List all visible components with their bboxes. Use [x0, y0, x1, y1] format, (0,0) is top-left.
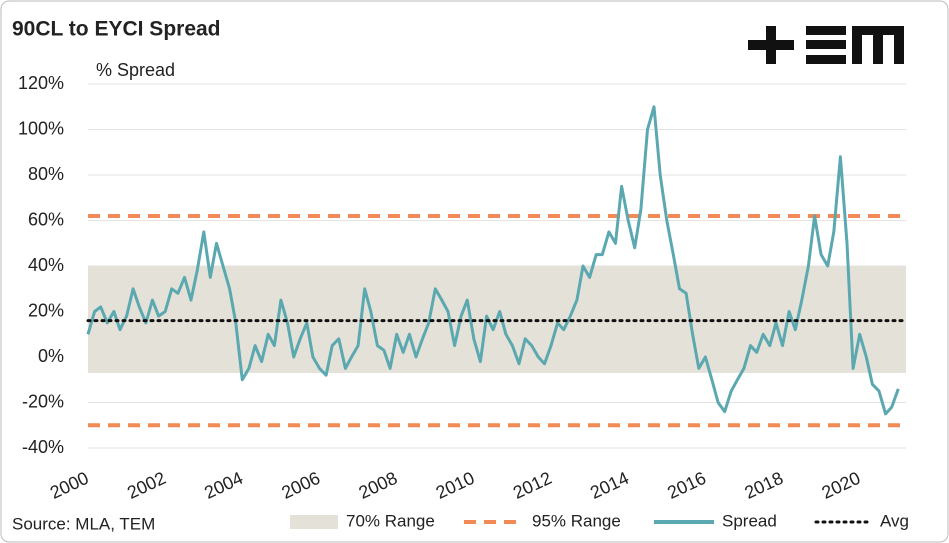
legend-label: 70% Range [346, 511, 435, 530]
y-axis-label: % Spread [96, 60, 175, 80]
y-tick-label: 80% [28, 164, 64, 184]
legend-label: 95% Range [532, 511, 621, 530]
y-tick-label: -40% [22, 437, 64, 457]
legend-swatch [290, 515, 338, 529]
y-tick-label: 0% [38, 346, 64, 366]
y-tick-label: 100% [18, 118, 64, 138]
source: Source: MLA, TEM [12, 514, 155, 533]
spread-line [86, 105, 900, 416]
y-tick-label: 60% [28, 209, 64, 229]
y-tick-label: -20% [22, 391, 64, 411]
legend-label: Spread [722, 511, 777, 530]
y-tick-label: 20% [28, 300, 64, 320]
y-tick-label: 120% [18, 73, 64, 93]
logo [748, 26, 904, 64]
y-tick-label: 40% [28, 255, 64, 275]
legend-label: Avg [880, 511, 909, 530]
chart-title: 90CL to EYCI Spread [12, 18, 221, 41]
